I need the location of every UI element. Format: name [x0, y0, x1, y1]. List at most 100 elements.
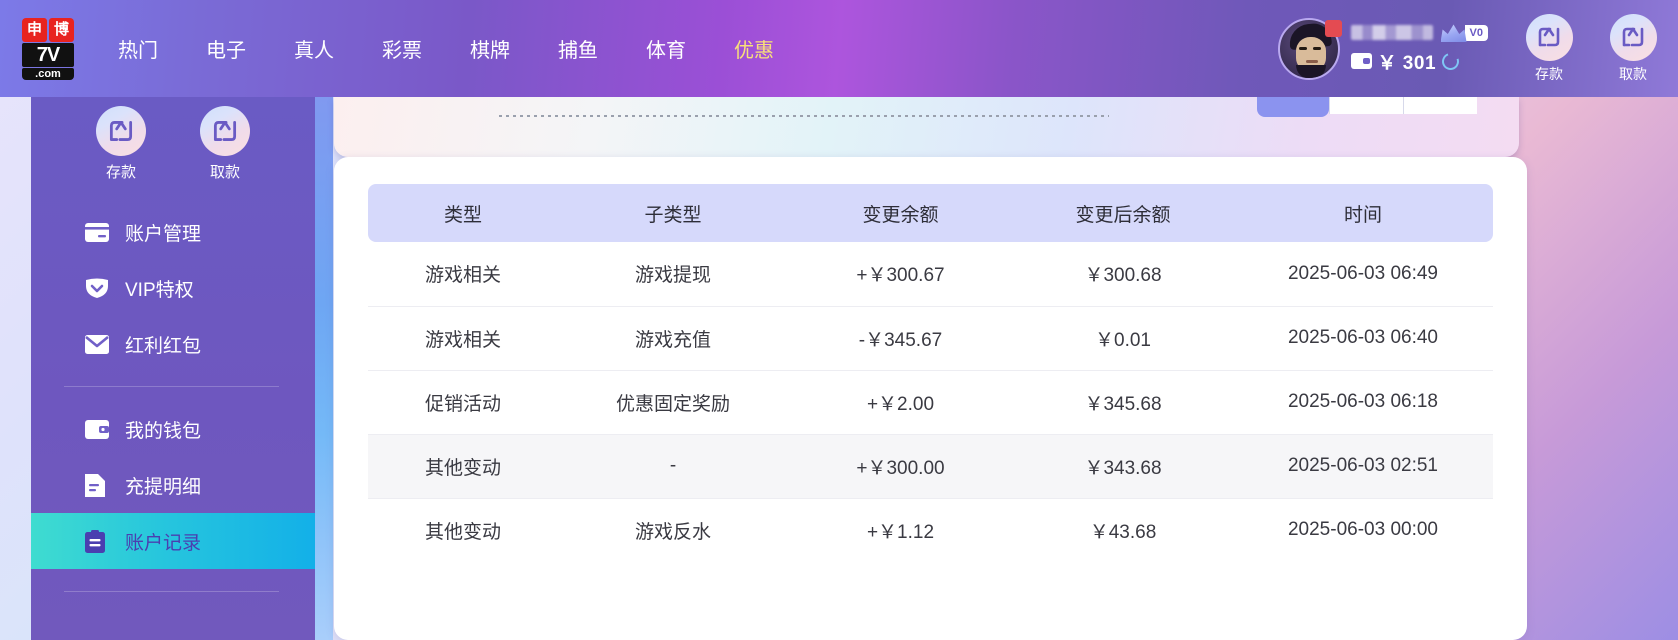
- sidebar: 存款 取款 账户管理: [31, 97, 315, 640]
- cell-type: 其他变动: [368, 434, 558, 499]
- withdraw-icon: [1609, 13, 1657, 61]
- deposit-icon: [96, 106, 146, 156]
- cell-change: +￥1.12: [866, 521, 935, 543]
- nav-item-sports[interactable]: 体育: [646, 40, 686, 62]
- cell-change: +￥300.67: [788, 242, 1013, 307]
- logo-top-row: 申 博: [22, 17, 74, 42]
- cell-type: 游戏相关: [368, 306, 558, 371]
- logo-char-2: 博: [49, 17, 74, 42]
- table-row: 促销活动 优惠固定奖励 +￥2.00 ￥345.68 2025-06-03 06…: [368, 370, 1493, 435]
- document-icon: [85, 473, 111, 497]
- sidebar-item-vip-privileges[interactable]: VIP特权: [31, 260, 315, 316]
- cell-change: +￥300.00: [788, 434, 1013, 499]
- withdraw-icon: [200, 106, 250, 156]
- column-header-type: 类型: [368, 184, 558, 242]
- cell-balance: ￥345.68: [1013, 370, 1233, 435]
- logo-7v-text: 7V: [22, 42, 74, 67]
- main-content: 类型 子类型 变更余额 变更后余额 时间 游戏相关 游戏提现 +￥300.67 …: [315, 89, 1678, 640]
- sidebar-item-label: 红利红包: [125, 335, 202, 357]
- column-header-balance: 变更后余额: [1013, 184, 1233, 242]
- crown-icon: [1440, 24, 1467, 42]
- top-navigation-bar: 申 博 7V .com 热门 电子 真人 彩票 棋牌 捕鱼 体育 优惠: [0, 0, 1678, 97]
- clipboard-icon: [85, 529, 111, 553]
- user-zone: V0 ￥ 301 存款: [1277, 0, 1664, 97]
- avatar-notification-badge: [1324, 19, 1342, 37]
- logo-domain-text: .com: [22, 67, 74, 80]
- nav-item-cards[interactable]: 棋牌: [470, 40, 510, 62]
- vip-shield-icon: [85, 278, 111, 299]
- sidebar-item-my-wallet[interactable]: 我的钱包: [31, 401, 315, 457]
- cell-subtype: 优惠固定奖励: [558, 370, 788, 435]
- user-info: V0 ￥ 301: [1350, 23, 1488, 75]
- cell-type: 促销活动: [368, 370, 558, 435]
- nav-item-promotions[interactable]: 优惠: [734, 40, 774, 62]
- account-records-table: 类型 子类型 变更余额 变更后余额 时间 游戏相关 游戏提现 +￥300.67 …: [368, 184, 1493, 562]
- top-action-buttons: 存款 取款: [1518, 13, 1664, 84]
- sidebar-deposit-button[interactable]: 存款: [82, 106, 160, 182]
- table-row: 其他变动 - +￥300.00 ￥343.68 2025-06-03 02:51: [368, 434, 1493, 499]
- column-header-subtype: 子类型: [558, 184, 788, 242]
- wallet-icon: [85, 419, 111, 439]
- user-balance-row: ￥ 301: [1350, 48, 1488, 75]
- table-header-row: 类型 子类型 变更余额 变更后余额 时间: [368, 184, 1493, 242]
- sidebar-item-label: 账户记录: [125, 532, 202, 554]
- records-card: 类型 子类型 变更余额 变更后余额 时间 游戏相关 游戏提现 +￥300.67 …: [334, 157, 1527, 640]
- content-left-strip: [315, 97, 333, 640]
- cell-time: 2025-06-03 06:18: [1233, 370, 1493, 435]
- envelope-icon: [85, 334, 111, 354]
- cell-balance: ￥343.68: [1013, 434, 1233, 499]
- sidebar-item-account-records[interactable]: 账户记录: [31, 513, 315, 569]
- sidebar-quick-actions: 存款 取款: [31, 97, 315, 182]
- nav-item-lottery[interactable]: 彩票: [382, 40, 422, 62]
- nav-item-hot[interactable]: 热门: [118, 40, 158, 62]
- sidebar-item-label: 账户管理: [125, 223, 202, 245]
- cell-time: 2025-06-03 02:51: [1233, 434, 1493, 499]
- card-icon: [85, 222, 111, 242]
- sidebar-item-bonus-redpacket[interactable]: 红利红包: [31, 316, 315, 372]
- refresh-icon[interactable]: [1439, 49, 1462, 73]
- deposit-button[interactable]: 存款: [1518, 13, 1580, 84]
- vip-level-label: V0: [1464, 24, 1488, 41]
- column-header-change: 变更余额: [788, 184, 1013, 242]
- sidebar-menu-group-1: 账户管理 VIP特权 红利红包: [31, 204, 315, 372]
- withdraw-button-label: 取款: [1619, 65, 1647, 82]
- nav-items: 热门 电子 真人 彩票 棋牌 捕鱼 体育 优惠: [118, 34, 822, 63]
- nav-item-live[interactable]: 真人: [294, 40, 334, 62]
- avatar-beard: [1295, 64, 1326, 78]
- cell-time: 2025-06-03 06:49: [1233, 242, 1493, 307]
- sidebar-menu-group-2: 我的钱包 充提明细 账户记录: [31, 401, 315, 569]
- cell-change: +￥2.00: [788, 370, 1013, 435]
- cell-type: 其他变动: [424, 521, 501, 543]
- sidebar-item-deposit-withdraw-details[interactable]: 充提明细: [31, 457, 315, 513]
- table-row: 其他变动 游戏反水 +￥1.12 ￥43.68 2025-06-03 00:00: [368, 498, 1493, 562]
- cell-subtype: 游戏反水: [634, 521, 711, 543]
- avatar[interactable]: [1277, 17, 1342, 80]
- cell-change: -￥345.67: [788, 306, 1013, 371]
- wallet-icon: [1350, 53, 1372, 69]
- filter-panel-partial: [334, 89, 1519, 157]
- withdraw-button[interactable]: 取款: [1602, 13, 1664, 84]
- site-logo[interactable]: 申 博 7V .com: [22, 17, 74, 80]
- sidebar-deposit-label: 存款: [105, 164, 136, 181]
- table-body: 游戏相关 游戏提现 +￥300.67 ￥300.68 2025-06-03 06…: [368, 242, 1493, 562]
- logo-char-1: 申: [22, 17, 47, 42]
- vip-badge[interactable]: V0: [1440, 23, 1488, 43]
- cell-subtype: 游戏提现: [558, 242, 788, 307]
- column-header-time: 时间: [1233, 184, 1493, 242]
- cell-type: 游戏相关: [368, 242, 558, 307]
- sidebar-item-label: VIP特权: [125, 279, 194, 301]
- deposit-icon: [1525, 13, 1573, 61]
- sidebar-item-account-management[interactable]: 账户管理: [31, 204, 315, 260]
- sidebar-withdraw-button[interactable]: 取款: [186, 106, 264, 182]
- sidebar-divider: [64, 386, 279, 387]
- avatar-eye-left: [1298, 46, 1307, 50]
- table-header: 类型 子类型 变更余额 变更后余额 时间: [368, 184, 1493, 242]
- cell-time: 2025-06-03 06:40: [1233, 306, 1493, 371]
- nav-item-fishing[interactable]: 捕鱼: [558, 40, 598, 62]
- cell-subtype: -: [558, 434, 788, 499]
- cell-balance: ￥300.68: [1013, 242, 1233, 307]
- nav-item-slots[interactable]: 电子: [206, 40, 246, 62]
- sidebar-withdraw-label: 取款: [209, 164, 240, 181]
- cell-subtype: 游戏充值: [558, 306, 788, 371]
- table-row: 游戏相关 游戏充值 -￥345.67 ￥0.01 2025-06-03 06:4…: [368, 306, 1493, 371]
